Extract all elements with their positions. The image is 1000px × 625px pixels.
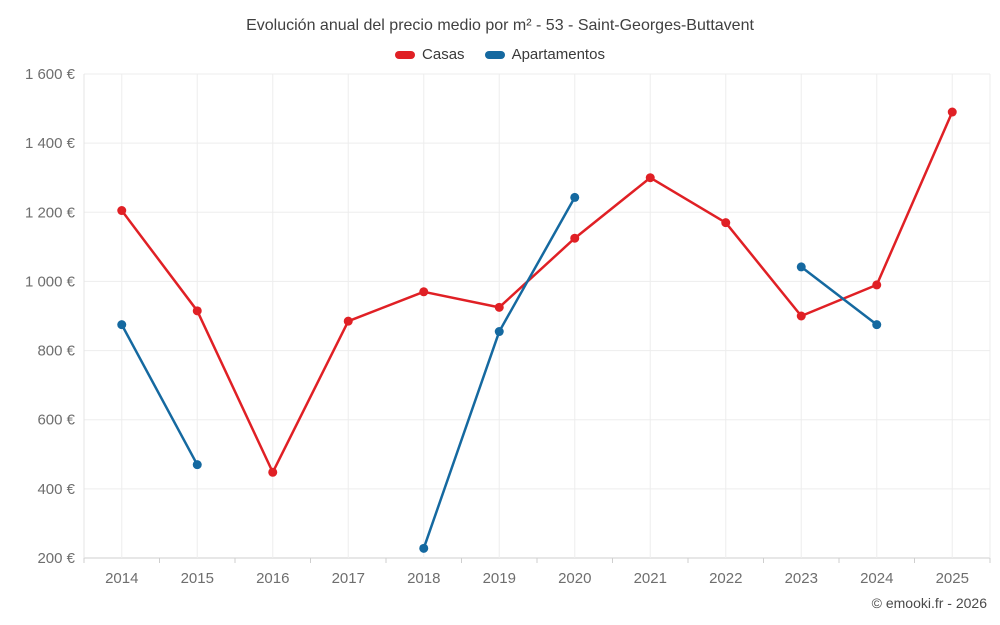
x-axis-tick-label: 2016 [256,570,289,587]
casas-data-point [419,287,429,297]
apartamentos-data-point [117,320,127,330]
legend-label-casas: Casas [422,46,465,63]
casas-data-point [570,233,580,243]
legend-label-apartamentos: Apartamentos [511,46,605,63]
apartamentos-data-point [796,262,806,272]
casas-data-point [117,206,127,216]
apartamentos-line [120,323,199,466]
x-axis-tick-label: 2017 [332,570,365,587]
y-axis-tick-label: 600 € [37,412,75,429]
apartamentos-data-point [570,192,580,202]
casas-swatch-icon [395,50,416,59]
casas-data-point [796,311,806,321]
chart-legend: Casas Apartamentos [0,46,1000,63]
x-axis-tick-label: 2024 [860,570,893,587]
casas-data-point [721,218,731,228]
legend-item-apartamentos[interactable]: Apartamentos [484,46,605,63]
y-axis-tick-label: 1 600 € [25,66,76,83]
casas-data-point [268,467,278,477]
apartamentos-data-point [872,320,882,330]
casas-data-point [947,107,957,117]
apartamentos-line [800,265,878,326]
x-axis-tick-label: 2022 [709,570,742,587]
y-axis-tick-label: 1 000 € [25,273,76,290]
casas-data-point [343,316,353,326]
apartamentos-data-point [494,327,504,337]
y-axis-tick-label: 1 200 € [25,204,76,221]
chart-title: Evolución anual del precio medio por m² … [246,17,754,34]
casas-data-point [645,173,655,183]
apartamentos-data-point [419,543,429,553]
y-axis-tick-label: 200 € [37,550,75,567]
apartamentos-data-point [192,460,202,470]
y-axis-tick-label: 1 400 € [25,135,76,152]
casas-data-point [192,306,202,316]
casas-data-point [494,302,504,312]
legend-item-casas[interactable]: Casas [395,46,465,63]
x-axis-tick-label: 2014 [105,570,138,587]
casas-data-point [872,280,882,290]
x-axis-tick-label: 2021 [634,570,667,587]
apartamentos-swatch-icon [484,50,505,59]
y-axis-tick-label: 800 € [37,343,75,360]
x-axis-tick-label: 2015 [181,570,214,587]
x-axis-tick-label: 2025 [936,570,969,587]
x-axis-tick-label: 2019 [483,570,516,587]
copyright-credit: © emooki.fr - 2026 [871,595,987,611]
x-axis-tick-label: 2020 [558,570,591,587]
x-axis-tick-label: 2023 [785,570,818,587]
x-axis-tick-label: 2018 [407,570,440,587]
casas-line [120,110,954,474]
y-axis-tick-label: 400 € [37,481,75,498]
